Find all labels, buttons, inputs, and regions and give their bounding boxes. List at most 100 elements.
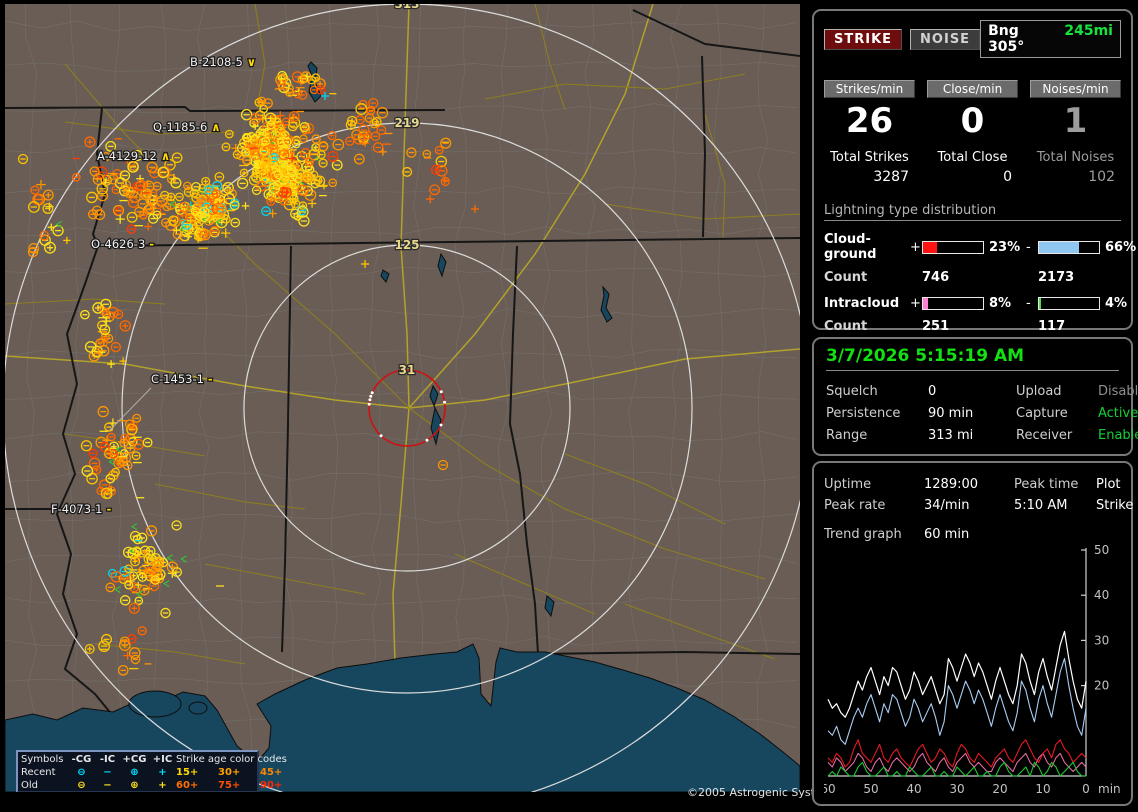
legend-col-ic-pos: +IC <box>152 754 173 765</box>
total-close-label: Total Close <box>937 150 1008 165</box>
close-per-min-value: 0 <box>960 101 985 141</box>
svg-text:min: min <box>1098 782 1121 796</box>
strike-symbols <box>17 70 480 676</box>
status-row: Squelch 0 Upload Disabled <box>826 384 1138 399</box>
storm-cell-label: O-4626-3 - <box>91 237 154 251</box>
plus-sign: + <box>910 296 921 311</box>
range-ring-label: 125 <box>394 238 419 252</box>
range-label: Range <box>826 428 868 443</box>
close-per-min-chip[interactable]: Close/min <box>927 80 1018 98</box>
svg-text:40: 40 <box>906 782 921 796</box>
legend-row-recent: Recent ⊖ − ⊕ +15+ 30+ 45+ <box>21 766 282 779</box>
cg-negative-bar <box>1038 240 1100 254</box>
strike-symbol-glyph: ⊖ <box>77 767 86 778</box>
svg-text:20: 20 <box>992 782 1007 796</box>
legend-col-cg-neg: -CG <box>71 754 92 765</box>
total-noises-value: 102 <box>1088 169 1115 185</box>
minus-sign: - <box>1026 296 1031 311</box>
session-row: Uptime 1289:00 Peak time Plot <box>824 477 1121 492</box>
cloud-ground-label: Cloud-ground <box>824 232 877 262</box>
svg-text:30: 30 <box>949 782 964 796</box>
svg-text:50: 50 <box>863 782 878 796</box>
strike-symbol-glyph: + <box>158 780 167 791</box>
strike-symbol-glyph: ⊖ <box>77 780 86 791</box>
minus-sign: - <box>1026 239 1031 255</box>
upload-status: Disabled <box>1098 384 1138 399</box>
storm-cell-label: Q-1185-6 ∧ <box>153 120 221 134</box>
receiver-status: Enabled <box>1098 428 1138 443</box>
trend-span-value: 60 min <box>924 527 970 542</box>
age-code: 45+ <box>260 767 283 778</box>
range-ring-label: 313 <box>394 4 419 11</box>
age-code: 30+ <box>218 767 241 778</box>
datetime-display: 3/7/2026 5:15:19 AM <box>826 346 1119 371</box>
legend-row-old: Old ⊖ − ⊕ +60+ 75+ 90+ <box>21 779 282 792</box>
noises-column: Noises/min 1 Total Noises 102 <box>1030 80 1121 185</box>
strike-symbol-glyph: − <box>103 767 112 778</box>
squelch-value: 0 <box>928 384 937 399</box>
storm-cell-label: F-4073-1 - <box>51 502 112 516</box>
age-code: 75+ <box>218 780 241 791</box>
cg-negative-pct: 66% <box>1105 239 1137 255</box>
count-label: Count <box>824 270 868 285</box>
session-row: Peak rate 34/min 5:10 AM Strike <box>824 498 1133 513</box>
strike-button[interactable]: STRIKE <box>824 28 903 50</box>
svg-text:30: 30 <box>1094 633 1109 647</box>
close-column: Close/min 0 Total Close 0 <box>927 80 1018 185</box>
age-code: 60+ <box>176 780 199 791</box>
ic-negative-bar <box>1038 297 1100 310</box>
persistence-label: Persistence <box>826 406 901 421</box>
peak-time-value: 5:10 AM <box>1014 498 1068 513</box>
ic-positive-pct: 8% <box>989 296 1012 311</box>
storm-cell-label: B-2108-5 ∨ <box>190 55 256 69</box>
persistence-value: 90 min <box>928 406 974 421</box>
noises-per-min-chip[interactable]: Noises/min <box>1030 80 1121 98</box>
svg-text:20: 20 <box>1094 679 1109 693</box>
ic-negative-count: 117 <box>1038 319 1066 334</box>
range-ring-label: 31 <box>399 363 416 377</box>
legend-age-title: Strike age color codes <box>176 754 287 765</box>
plus-sign: + <box>910 239 921 255</box>
trend-graph-label: Trend graph <box>824 527 902 542</box>
intracloud-row: Intracloud + 8% - 4% <box>824 296 1127 311</box>
strike-symbol-glyph: + <box>158 767 167 778</box>
cg-positive-bar <box>922 240 984 254</box>
strikes-per-min-value: 26 <box>845 101 894 141</box>
capture-status: Active <box>1098 406 1138 421</box>
strike-symbol-glyph: ⊕ <box>130 780 139 791</box>
bearing-range: 245mi <box>1064 23 1113 39</box>
lightning-map[interactable]: 313 219 125 31 B-2108-5 ∨ Q-1185-6 ∧ A-4129-12… <box>5 4 800 792</box>
svg-text:0: 0 <box>1082 782 1090 796</box>
total-close-value: 0 <box>1003 169 1012 185</box>
capture-label: Capture <box>1016 406 1068 421</box>
plot-value: Plot <box>1096 477 1121 492</box>
upload-label: Upload <box>1016 384 1062 399</box>
copyright-text: ©2005 Astrogenic Systems <box>687 786 839 799</box>
cg-positive-count: 746 <box>922 270 950 285</box>
cloud-ground-row: Cloud-ground + 23% - 66% <box>824 232 1136 262</box>
status-panel: 3/7/2026 5:15:19 AM Squelch 0 Upload Dis… <box>812 337 1138 456</box>
count-label: Count <box>824 319 868 334</box>
uptime-value: 1289:00 <box>924 477 979 492</box>
legend-rows: Recent ⊖ − ⊕ +15+ 30+ 45+ Old ⊖ − ⊕ +60+ 75+ 90+ <box>21 766 282 792</box>
bearing-label: Bng 305° <box>988 23 1025 55</box>
status-row: Range 313 mi Receiver Enabled <box>826 428 1138 443</box>
map-legend: Symbols -CG -IC +CG +IC Strike age color… <box>16 750 287 792</box>
legend-col-ic-neg: -IC <box>99 754 116 765</box>
uptime-label: Uptime <box>824 477 872 492</box>
strike-symbol-glyph: ⊕ <box>130 767 139 778</box>
peak-rate-value: 34/min <box>924 498 970 513</box>
svg-text:40: 40 <box>1094 588 1109 602</box>
total-strikes-label: Total Strikes <box>830 150 909 165</box>
distribution-heading: Lightning type distribution <box>824 203 1121 221</box>
noise-button[interactable]: NOISE <box>910 28 981 50</box>
peak-rate-label: Peak rate <box>824 498 886 513</box>
total-noises-label: Total Noises <box>1036 150 1115 165</box>
strikes-per-min-chip[interactable]: Strikes/min <box>824 80 915 98</box>
ic-negative-pct: 4% <box>1105 296 1128 311</box>
ic-positive-bar <box>922 297 984 310</box>
storm-cell-label: C-1453-1 - <box>151 372 213 386</box>
ic-positive-count: 251 <box>922 319 950 334</box>
range-value: 313 mi <box>928 428 974 443</box>
